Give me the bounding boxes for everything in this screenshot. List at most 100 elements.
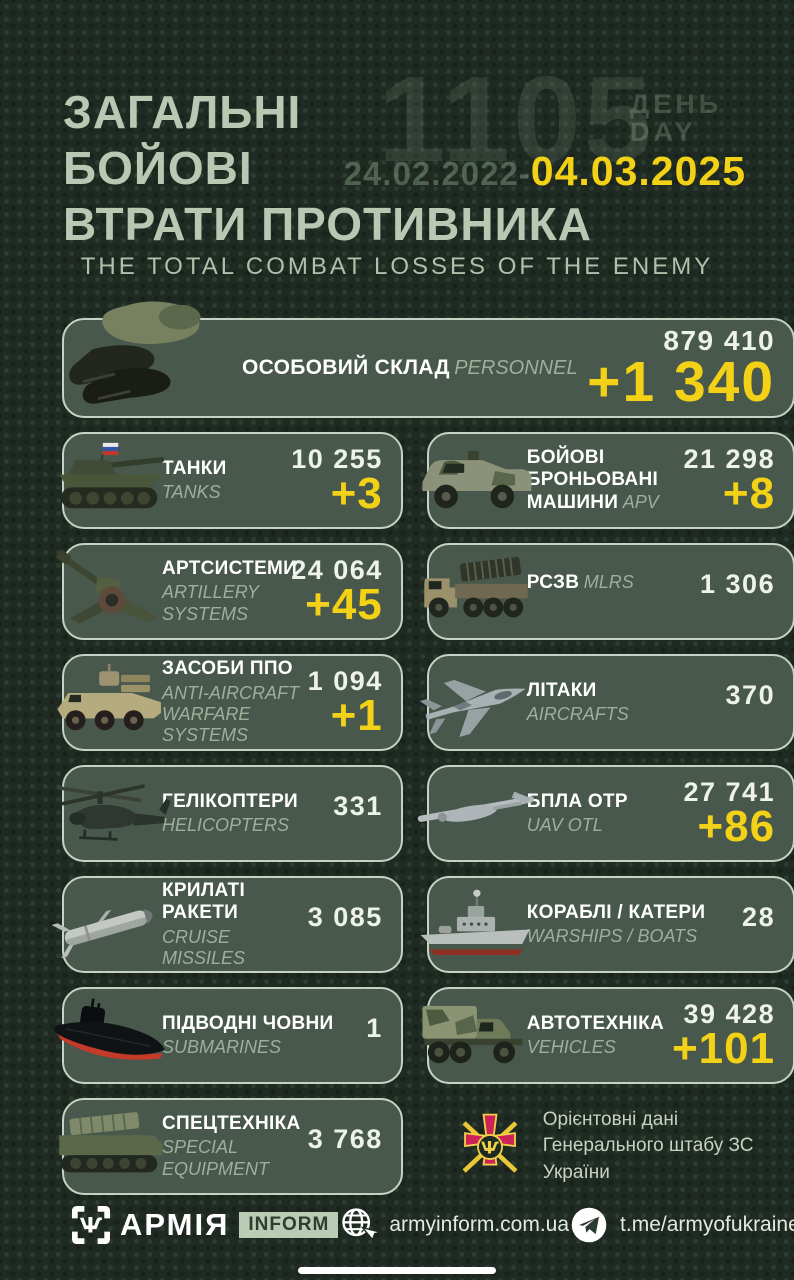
source-note: Ѱ Орієнтовні дані Генерального штабу ЗС … [427,1098,794,1195]
card-label: БОЙОВІ БРОНЬОВАНІ МАШИНИ [526,446,659,513]
card-label-en: CRUISE MISSILES [162,926,246,968]
date-end: 04.03.2025 [530,148,746,194]
armyinform-emblem-icon: Ѱ [72,1206,110,1244]
card-tanks: ТАНКИ TANKS 10 255 +3 [59,432,403,529]
card-label: АРТСИСТЕМИ [162,558,298,580]
header: 1105 ДЕНЬ DAY ЗАГАЛЬНІ БОЙОВІ ВТРАТИ ПРО… [0,0,794,318]
total-count: 370 [725,680,776,710]
military-truck-icon [417,993,535,1079]
card-label: ЛІТАКИ [526,679,597,701]
total-count: 1 [366,1013,383,1043]
brand-name: АРМІЯ [120,1207,230,1242]
card-aircraft: ЛІТАКИ AIRCRAFTS 370 [419,654,794,751]
day-label: ДЕНЬ DAY [630,90,722,147]
card-label: ТАНКИ [162,457,227,479]
armored-vehicle-icon [417,438,535,524]
card-label: ГЕЛІКОПТЕРИ [162,790,298,812]
card-submarines: ПІДВОДНІ ЧОВНИ SUBMARINES 1 [54,987,403,1084]
date-start: 24.02.2022- [343,155,531,192]
svg-text:Ѱ: Ѱ [481,1138,499,1157]
total-count: 3 768 [307,1124,383,1154]
tank-icon [52,438,170,524]
card-label: КОРАБЛІ / КАТЕРИ [526,901,706,923]
card-artillery: АРТСИСТЕМИ ARTILLERY SYSTEMS 24 064 +45 [56,543,403,640]
total-count: 10 255 [291,444,383,475]
day-label-ua: ДЕНЬ [630,89,723,119]
total-count: 331 [333,791,383,821]
title-line-2: БОЙОВІ [63,142,253,195]
warship-icon [417,882,535,968]
total-count: 39 428 [683,999,776,1030]
source-note-line-1: Орієнтовні дані [542,1108,679,1130]
website-url: armyinform.com.ua [389,1213,570,1236]
website-link[interactable]: armyinform.com.ua [338,1205,569,1245]
card-special-equipment: СПЕЦТЕХНІКА SPECIAL EQUIPMENT 3 768 [59,1098,403,1195]
air-defense-icon [52,660,170,746]
card-label-en: TANKS [162,482,221,503]
card-label: АВТОТЕХНІКА [526,1012,664,1034]
telegram-icon [569,1205,609,1245]
helicopter-icon [52,771,170,857]
date-range: 24.02.2022- 04.03.2025 [344,148,746,195]
globe-icon [338,1205,382,1245]
title-line-3: ВТРАТИ ПРОТИВНИКА [63,198,592,251]
card-label-en: VEHICLES [526,1037,616,1058]
daily-change: +1 340 [587,349,776,414]
svg-text:Ѱ: Ѱ [80,1214,103,1238]
total-count: 27 741 [683,777,776,808]
card-numbers: 879 410 +1 340 [587,320,775,416]
losses-grid: ОСОБОВИЙ СКЛАД PERSONNEL 879 410 +1 340 [0,301,794,1195]
card-label: ПІДВОДНІ ЧОВНИ [162,1012,334,1034]
armyinform-logo: Ѱ АРМІЯ INFORM [72,1206,339,1244]
daily-change: +8 [722,469,776,519]
total-count: 1 094 [307,666,383,697]
cruise-missile-icon [52,882,170,968]
card-mlrs: РСЗВ MLRS 1 306 [424,543,794,640]
card-label: РСЗВ [526,572,580,593]
source-note-text: Орієнтовні дані Генерального штабу ЗС Ук… [543,1107,794,1187]
card-label-en: PERSONNEL [454,356,578,379]
card-label-en: SPECIAL EQUIPMENT [162,1137,270,1179]
card-label: ЗАСОБИ ППО [162,658,293,680]
card-cruise-missiles: КРИЛАТІ РАКЕТИ CRUISE MISSILES 3 085 [52,876,403,973]
daily-change: +101 [671,1024,776,1074]
card-label-en: ARTILLERY SYSTEMS [162,582,259,624]
card-helicopters: ГЕЛІКОПТЕРИ HELICOPTERS 331 [57,765,403,862]
card-label-en: HELICOPTERS [162,815,290,836]
total-count: 1 306 [700,569,776,599]
total-count: 3 085 [307,902,383,932]
card-label: КРИЛАТІ РАКЕТИ [162,879,246,924]
daily-change: +86 [697,802,776,852]
card-label-en: ANTI-AIRCRAFT WARFARE SYSTEMS [162,682,299,746]
mlrs-icon [417,549,535,635]
footer: Ѱ АРМІЯ INFORM armyinform.com.ua [0,1198,794,1252]
telegram-link[interactable]: t.me/armyofukraine [569,1205,794,1245]
total-count: 21 298 [683,444,776,475]
card-apv: БОЙОВІ БРОНЬОВАНІ МАШИНИ APV 21 298 +8 [422,432,794,529]
total-count: 879 410 [663,324,776,356]
card-label-en: UAV OTL [526,815,603,836]
card-label-en: MLRS [583,572,634,592]
general-staff-emblem-icon: Ѱ [453,1110,527,1184]
card-label-en: WARSHIPS / BOATS [526,926,698,947]
card-label-en: APV [622,491,659,512]
card-personnel: ОСОБОВИЙ СКЛАД PERSONNEL 879 410 +1 340 [62,301,794,418]
telegram-url: t.me/armyofukraine [620,1213,794,1236]
card-anti-aircraft: ЗАСОБИ ППО ANTI-AIRCRAFT WARFARE SYSTEMS … [57,654,403,751]
fighter-jet-icon [417,660,535,746]
card-uav: БПЛА ОТР UAV OTL 27 741 +86 [417,765,794,862]
submarine-icon [52,993,170,1079]
brand-badge: INFORM [239,1212,339,1238]
card-label: БПЛА ОТР [526,790,628,812]
daily-change: +45 [305,580,383,630]
page-title: ЗАГАЛЬНІ БОЙОВІ ВТРАТИ ПРОТИВНИКА [63,84,592,252]
card-warships: КОРАБЛІ / КАТЕРИ WARSHIPS / BOATS 28 [420,876,794,973]
source-note-line-2: Генерального штабу ЗС України [542,1135,754,1183]
card-label-en: AIRCRAFTS [526,704,629,725]
card-label: СПЕЦТЕХНІКА [162,1113,301,1135]
daily-change: +1 [330,691,383,741]
card-vehicles: АВТОТЕХНІКА VEHICLES 39 428 +101 [422,987,794,1084]
card-text: ОСОБОВИЙ СКЛАД PERSONNEL [242,356,587,381]
special-equipment-icon [52,1104,170,1190]
